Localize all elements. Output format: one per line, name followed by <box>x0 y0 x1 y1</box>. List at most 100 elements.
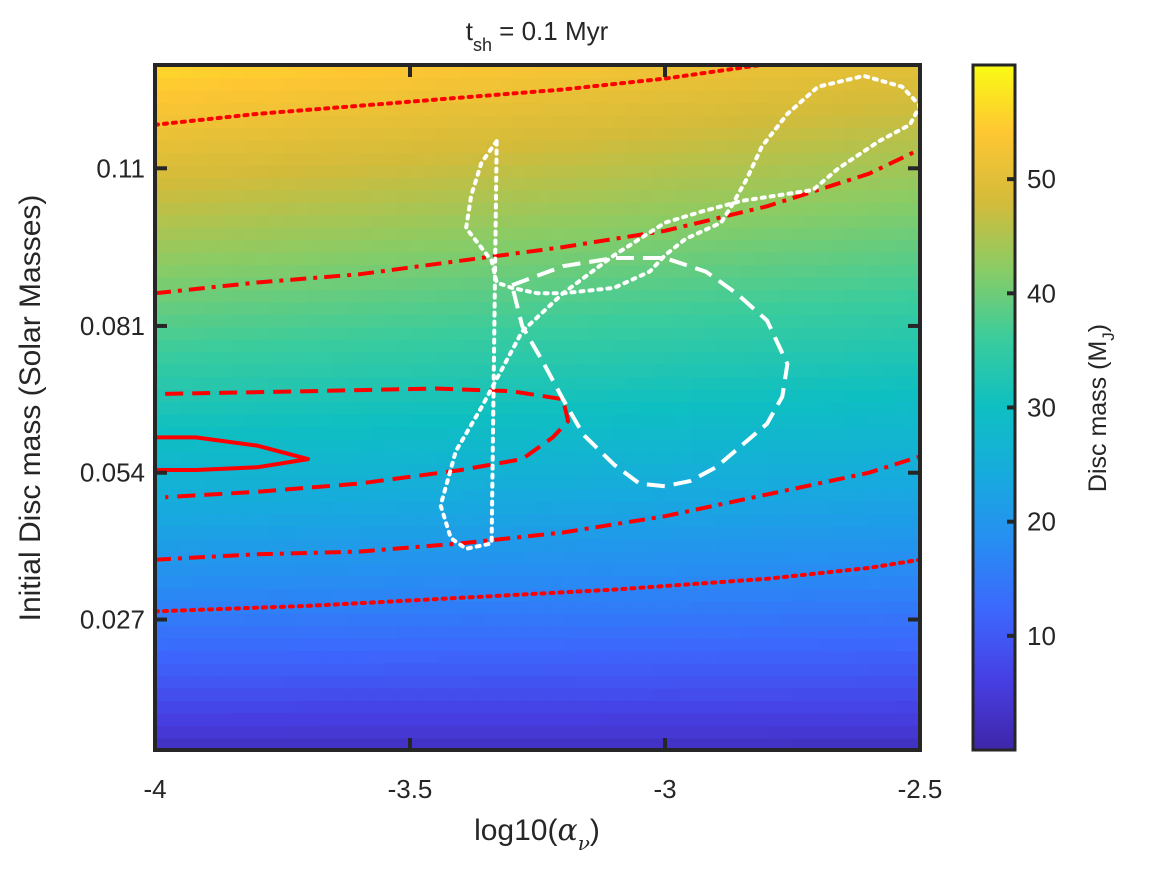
heatmap-cell <box>728 326 743 340</box>
heatmap-cell <box>767 563 781 577</box>
heatmap-cell <box>218 226 233 241</box>
heatmap-cell <box>320 152 335 166</box>
heatmap-cell <box>703 513 717 527</box>
heatmap-cell <box>218 637 233 652</box>
heatmap-cell <box>754 476 768 490</box>
heatmap-cell <box>677 314 692 328</box>
heatmap-cell <box>218 127 233 141</box>
heatmap-cell <box>601 463 615 477</box>
heatmap-cell <box>677 114 692 129</box>
heatmap-cell <box>767 351 781 365</box>
heatmap-cell <box>384 463 399 477</box>
heatmap-cell <box>410 314 424 328</box>
heatmap-cell <box>563 376 577 390</box>
heatmap-cell <box>371 314 386 328</box>
heatmap-cell <box>639 637 654 652</box>
heatmap-cell <box>397 363 411 378</box>
heatmap-cell <box>384 413 399 427</box>
heatmap-cell <box>473 662 488 677</box>
heatmap-cell <box>308 438 322 452</box>
heatmap-cell <box>257 563 271 577</box>
heatmap-cell <box>665 102 679 116</box>
heatmap-cell <box>155 687 169 701</box>
heatmap-cell <box>639 687 654 701</box>
heatmap-cell <box>512 463 526 477</box>
heatmap-cell <box>869 500 883 515</box>
heatmap-cell <box>818 488 832 502</box>
heatmap-cell <box>626 700 641 714</box>
heatmap-cell <box>703 351 717 365</box>
heatmap-cell <box>499 463 513 477</box>
heatmap-cell <box>206 687 220 701</box>
heatmap-cell <box>741 488 756 502</box>
heatmap-cell <box>575 139 590 153</box>
heatmap-cell <box>703 488 717 502</box>
heatmap-cell <box>410 376 424 390</box>
heatmap-cell <box>805 202 819 216</box>
heatmap-cell <box>792 637 807 652</box>
heatmap-cell <box>818 600 832 614</box>
heatmap-cell <box>218 588 233 602</box>
heatmap-cell <box>180 476 195 490</box>
heatmap-cell <box>524 251 539 266</box>
heatmap-cell <box>907 500 920 515</box>
heatmap-cell <box>639 625 654 639</box>
heatmap-cell <box>614 314 628 328</box>
heatmap-cell <box>473 301 488 315</box>
heatmap-cell <box>728 538 743 552</box>
heatmap-cell <box>830 326 845 340</box>
heatmap-cell <box>167 177 182 191</box>
heatmap-cell <box>690 326 705 340</box>
heatmap-cell <box>754 239 768 253</box>
heatmap-cell <box>741 476 756 490</box>
heatmap-cell <box>244 314 258 328</box>
heatmap-cell <box>282 77 297 91</box>
heatmap-cell <box>677 264 692 278</box>
heatmap-cell <box>754 625 768 639</box>
heatmap-cell <box>167 376 182 390</box>
heatmap-cell <box>295 226 309 241</box>
heatmap-cell <box>218 202 233 216</box>
heatmap-cell <box>269 737 284 750</box>
heatmap-cell <box>894 525 909 540</box>
heatmap-cell <box>320 625 335 639</box>
heatmap-cell <box>869 575 883 589</box>
heatmap-cell <box>448 339 462 353</box>
heatmap-cell <box>244 550 258 564</box>
heatmap-cell <box>397 376 411 390</box>
heatmap-cell <box>257 139 271 153</box>
heatmap-cell <box>537 476 552 490</box>
heatmap-cell <box>524 488 539 502</box>
heatmap-cell <box>652 650 666 664</box>
heatmap-cell <box>346 712 360 726</box>
heatmap-cell <box>218 675 233 689</box>
heatmap-cell <box>767 650 781 664</box>
heatmap-cell <box>435 102 450 116</box>
heatmap-cell <box>767 276 781 290</box>
heatmap-cell <box>333 189 348 203</box>
heatmap-cell <box>575 575 590 589</box>
heatmap-cell <box>716 675 730 689</box>
heatmap-cell <box>320 588 335 602</box>
heatmap-cell <box>563 476 577 490</box>
heatmap-cell <box>397 314 411 328</box>
heatmap-cell <box>512 226 526 241</box>
heatmap-cell <box>282 575 297 589</box>
heatmap-cell <box>754 500 768 515</box>
heatmap-cell <box>206 725 220 739</box>
heatmap-cell <box>665 712 679 726</box>
heatmap-cell <box>282 202 297 216</box>
heatmap-cell <box>346 451 360 465</box>
heatmap-cell <box>818 413 832 427</box>
heatmap-cell <box>907 326 920 340</box>
heatmap-cell <box>907 737 920 750</box>
heatmap-cell <box>422 488 437 502</box>
heatmap-cell <box>155 77 169 91</box>
heatmap-cell <box>869 189 883 203</box>
heatmap-cell <box>843 89 858 104</box>
heatmap-cell <box>601 339 615 353</box>
heatmap-cell <box>486 650 501 664</box>
heatmap-cell <box>728 563 743 577</box>
heatmap-cell <box>308 127 322 141</box>
heatmap-cell <box>499 239 513 253</box>
